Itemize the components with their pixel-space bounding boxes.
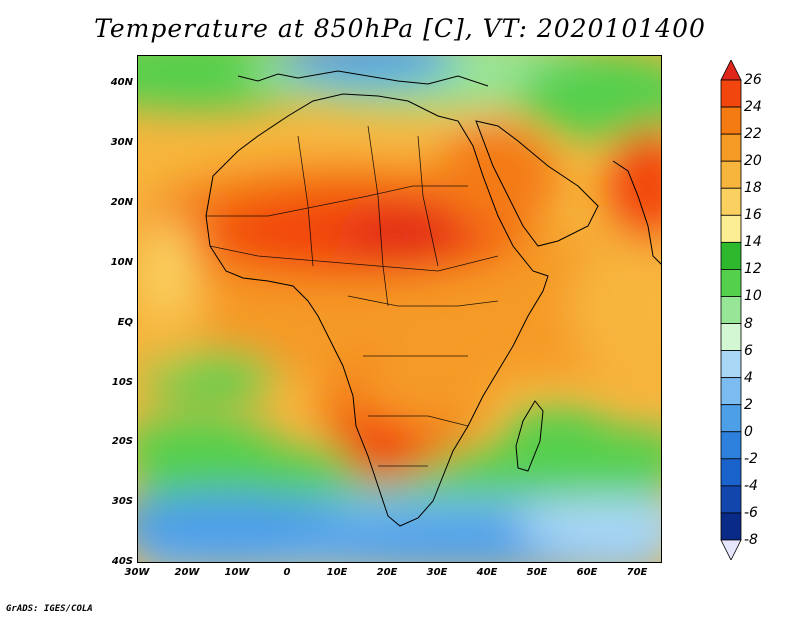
lon-label-20w: 20W <box>174 567 200 578</box>
colorbar-label: 2 <box>744 396 753 413</box>
colorbar-bottom-arrow <box>720 539 742 560</box>
colorbar-label: 24 <box>744 99 762 116</box>
colorbar-label: -6 <box>744 504 758 521</box>
colorbar-box <box>720 350 742 379</box>
lon-label-40e: 40E <box>476 567 498 578</box>
colorbar-box <box>720 187 742 216</box>
colorbar-label: -2 <box>744 450 758 467</box>
colorbar-label: 20 <box>744 153 762 170</box>
colorbar-label: -8 <box>744 532 758 548</box>
lon-label-0: 0 <box>283 567 291 578</box>
colorbar-box <box>720 133 742 162</box>
colorbar-box <box>720 485 742 514</box>
colorbar-box <box>720 241 742 270</box>
map-canvas <box>138 56 661 562</box>
colorbar-box <box>720 160 742 189</box>
lon-label-10e: 10E <box>326 567 348 578</box>
lon-label-50e: 50E <box>526 567 548 578</box>
lon-label-70e: 70E <box>626 567 648 578</box>
lat-label-eq: EQ <box>117 317 133 328</box>
colorbar-label: 18 <box>744 180 762 197</box>
credit-text: GrADS: IGES/COLA <box>6 604 93 614</box>
lat-label-40s: 40S <box>111 556 133 567</box>
colorbar-box <box>720 458 742 487</box>
colorbar-box <box>720 269 742 297</box>
colorbar-label: 12 <box>744 261 762 278</box>
colorbar-label: 22 <box>744 126 762 143</box>
lat-label-20s: 20S <box>111 436 133 447</box>
lat-label-20n: 20N <box>110 197 133 208</box>
colorbar-top-arrow <box>720 60 742 81</box>
lon-label-20e: 20E <box>376 567 398 578</box>
colorbar-box <box>720 404 742 433</box>
lon-label-60e: 60E <box>576 567 598 578</box>
lon-label-30w: 30W <box>124 567 150 578</box>
colorbar-label: 6 <box>744 342 753 359</box>
colorbar-box <box>720 323 742 351</box>
lon-label-30e: 30E <box>426 567 448 578</box>
colorbar-box <box>720 512 742 541</box>
chart-title: Temperature at 850hPa [C], VT: 202010140… <box>94 14 706 43</box>
temperature-field <box>138 56 661 562</box>
lat-label-10s: 10S <box>111 377 133 388</box>
colorbar-label: 16 <box>744 207 762 224</box>
country-borders <box>206 125 499 467</box>
colorbar-box <box>720 106 742 135</box>
colorbar-box <box>720 296 742 324</box>
lat-label-30s: 30S <box>111 496 133 507</box>
colorbar-label: 14 <box>744 234 762 251</box>
colorbar-box <box>720 79 742 108</box>
colorbar-box <box>720 214 742 243</box>
temperature-map <box>137 55 662 563</box>
colorbar-box <box>720 377 742 406</box>
lat-label-30n: 30N <box>110 137 133 148</box>
colorbar-label: 4 <box>744 369 753 386</box>
colorbar-label: 10 <box>744 288 762 305</box>
lon-label-10w: 10W <box>224 567 250 578</box>
colorbar-label: 26 <box>744 72 762 88</box>
lat-label-40n: 40N <box>110 77 133 88</box>
colorbar-label: 8 <box>744 315 753 332</box>
colorbar <box>720 60 742 560</box>
lat-label-10n: 10N <box>110 257 133 268</box>
colorbar-box <box>720 431 742 460</box>
colorbar-label: 0 <box>744 423 753 440</box>
colorbar-label: -4 <box>744 477 758 494</box>
